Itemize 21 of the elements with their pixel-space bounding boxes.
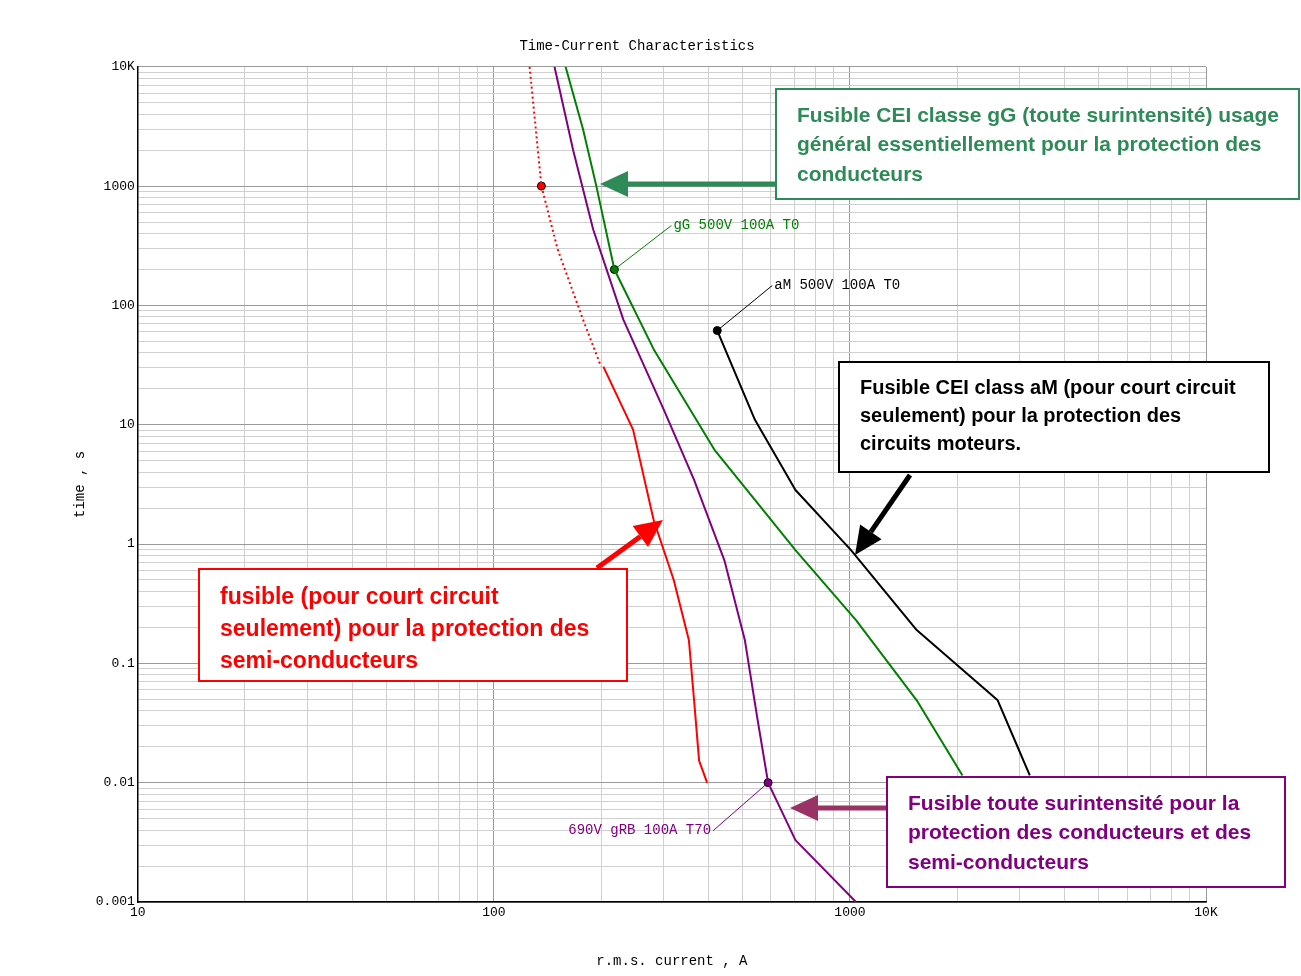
annotation: Fusible CEI class aM (pour court circuit seulement) pour la protection des circuits moteurs. [838, 361, 1270, 473]
x-tick-label: 100 [482, 905, 506, 921]
y-tick-label: 10K [111, 59, 135, 75]
y-tick-label: 1 [126, 536, 135, 552]
x-tick-label: 10 [130, 905, 146, 921]
y-tick-label: 10 [119, 417, 135, 433]
x-axis-title: r.m.s. current , A [596, 953, 749, 970]
y-axis-title: time , s [72, 450, 89, 519]
annotation: aM 500V 100A T0 [774, 277, 901, 294]
annotation: Fusible toute surintensité pour la protection des conducteurs et des semi-conducteurs [886, 776, 1286, 888]
annotation: 690V gRB 100A T70 [568, 822, 712, 839]
chart-title: Time-Current Characteristics [519, 38, 755, 55]
annotation: gG 500V 100A T0 [673, 217, 800, 234]
annotation: Fusible CEI classe gG (toute surintensité) usage général essentiellement pour la protection des conducteurs [775, 88, 1300, 200]
x-tick-label: 1000 [834, 905, 866, 921]
y-tick-label: 0.1 [111, 655, 135, 671]
annotation: fusible (pour court circuit seulement) pour la protection des semi-conducteurs [198, 568, 628, 682]
x-tick-label: 10K [1194, 905, 1218, 921]
y-tick-label: 1000 [103, 178, 135, 194]
y-tick-label: 0.01 [103, 775, 135, 791]
y-tick-label: 100 [111, 297, 135, 313]
